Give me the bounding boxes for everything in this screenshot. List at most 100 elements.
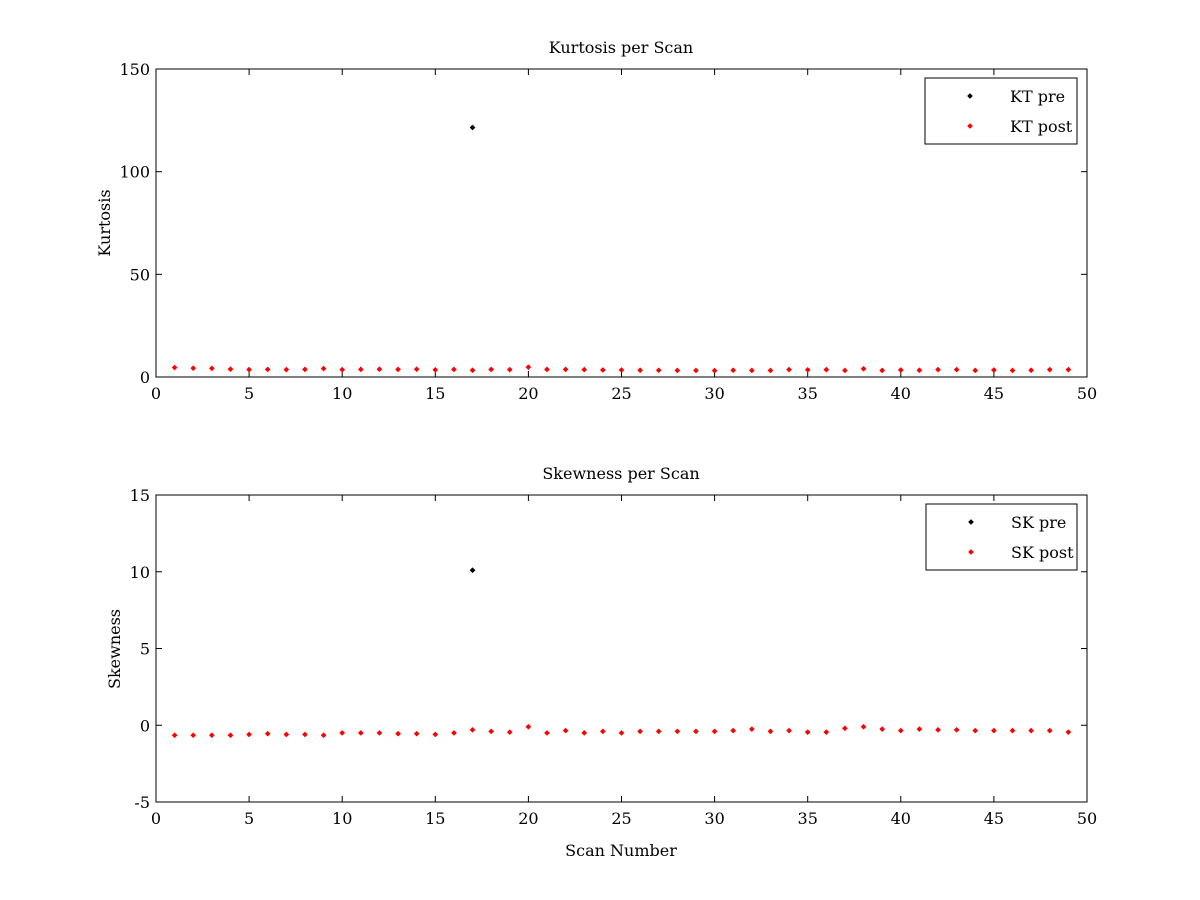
data-point-sk-post	[320, 732, 327, 739]
x-tick-label: 30	[704, 809, 724, 828]
x-tick-label: 50	[1077, 384, 1097, 403]
data-point-sk-post	[804, 729, 811, 736]
x-tick-label: 25	[611, 384, 631, 403]
data-point-kt-post	[413, 366, 420, 373]
y-tick-label: 0	[140, 368, 150, 387]
data-point-kt-post	[544, 366, 550, 373]
data-point-sk-post	[171, 732, 178, 739]
data-point-sk-post	[972, 727, 979, 734]
data-point-kt-post	[693, 367, 699, 374]
x-tick-label: 0	[151, 384, 161, 403]
legend: KT pre KT post	[924, 77, 1078, 145]
data-point-sk-post	[841, 725, 848, 732]
data-point-sk-post	[1009, 727, 1016, 734]
data-point-sk-post	[432, 731, 439, 738]
data-point-kt-post	[488, 366, 495, 373]
x-tick-label: 10	[332, 809, 352, 828]
data-point-sk-post	[488, 728, 495, 735]
data-point-sk-post	[879, 726, 886, 733]
data-point-sk-post	[525, 723, 532, 730]
data-point-kt-post	[1065, 366, 1072, 373]
x-tick-label: 20	[518, 809, 538, 828]
data-point-kt-post	[655, 367, 662, 374]
data-point-kt-pre	[469, 124, 476, 131]
data-point-kt-post	[246, 366, 253, 373]
data-point-sk-post	[283, 731, 290, 738]
y-tick-label: 50	[130, 265, 150, 284]
y-tick-label: 15	[130, 486, 150, 505]
data-point-kt-post	[730, 367, 737, 374]
data-point-kt-post	[711, 367, 718, 374]
data-point-kt-post	[1046, 366, 1053, 373]
x-tick-label: 10	[332, 384, 352, 403]
data-marks	[171, 567, 1072, 739]
data-point-sk-post	[990, 727, 997, 734]
chart-title: Kurtosis per Scan	[549, 38, 693, 57]
data-point-sk-post	[562, 727, 569, 734]
data-point-sk-post	[227, 732, 234, 739]
legend-label-sk-post: SK post	[1011, 543, 1074, 562]
data-point-kt-post	[339, 366, 346, 373]
data-point-kt-post	[637, 367, 644, 374]
data-point-sk-post	[916, 726, 923, 733]
x-tick-label: 15	[425, 384, 445, 403]
data-point-sk-post	[246, 731, 253, 738]
data-point-sk-post	[618, 729, 625, 736]
data-point-sk-post	[190, 732, 197, 739]
legend: SK pre SK post	[925, 503, 1078, 571]
data-point-kt-post	[599, 367, 606, 373]
x-tick-label: 15	[425, 809, 445, 828]
x-tick-label: 40	[891, 809, 911, 828]
data-point-kt-post	[879, 367, 886, 374]
data-point-sk-post	[506, 729, 513, 736]
data-point-kt-post	[227, 366, 234, 373]
data-point-kt-post	[581, 366, 588, 373]
data-point-sk-post	[413, 730, 420, 737]
data-point-kt-post	[618, 367, 625, 373]
data-point-sk-post	[935, 726, 941, 733]
data-point-sk-pre	[469, 567, 476, 574]
legend-items: KT pre KT post	[967, 87, 1073, 136]
y-tick-label: 100	[119, 163, 150, 182]
data-point-sk-post	[1046, 727, 1053, 734]
data-marks	[171, 124, 1072, 374]
data-point-kt-post	[1028, 367, 1035, 374]
data-point-kt-post	[674, 367, 681, 374]
y-tick-label: 150	[119, 60, 150, 79]
x-tick-label: 5	[244, 384, 254, 403]
x-tick-label: 45	[984, 384, 1004, 403]
data-point-sk-post	[953, 726, 960, 733]
data-point-kt-post	[916, 367, 923, 374]
data-point-kt-post	[786, 366, 793, 373]
skewness-chart: Skewness per Scan Skewness Scan Number 0…	[105, 464, 1097, 860]
data-point-sk-post	[544, 729, 550, 736]
data-point-kt-post	[302, 366, 308, 373]
data-point-sk-post	[469, 726, 476, 733]
legend-box	[924, 77, 1078, 145]
data-point-sk-post	[450, 729, 457, 736]
data-point-kt-post	[804, 366, 811, 373]
x-tick-label: 35	[798, 809, 818, 828]
data-point-sk-post	[339, 729, 346, 736]
data-point-kt-post	[208, 365, 215, 372]
y-tick-label: 0	[140, 716, 150, 735]
data-point-kt-post	[972, 367, 979, 374]
legend-items: SK pre SK post	[968, 513, 1074, 562]
x-tick-label: 25	[611, 809, 631, 828]
data-point-sk-post	[599, 728, 606, 735]
data-point-kt-post	[190, 365, 197, 372]
data-point-kt-post	[395, 366, 402, 373]
data-point-sk-post	[395, 730, 402, 737]
ticks: 0 5 10 15 20 25 30 35 40 45 50 0 50 100 150	[119, 60, 1097, 403]
data-point-sk-post	[860, 723, 867, 730]
kurtosis-chart: Kurtosis per Scan Kurtosis 0 5 10 15 20 25 30 3…	[95, 38, 1097, 403]
legend-label-sk-pre: SK pre	[1011, 513, 1066, 532]
data-point-kt-post	[953, 366, 960, 373]
data-point-kt-post	[357, 366, 364, 373]
legend-marker-kt-post	[967, 123, 973, 129]
data-point-kt-post	[450, 366, 457, 373]
x-tick-label: 50	[1077, 809, 1097, 828]
data-point-sk-post	[823, 729, 830, 736]
data-point-kt-post	[823, 366, 830, 373]
